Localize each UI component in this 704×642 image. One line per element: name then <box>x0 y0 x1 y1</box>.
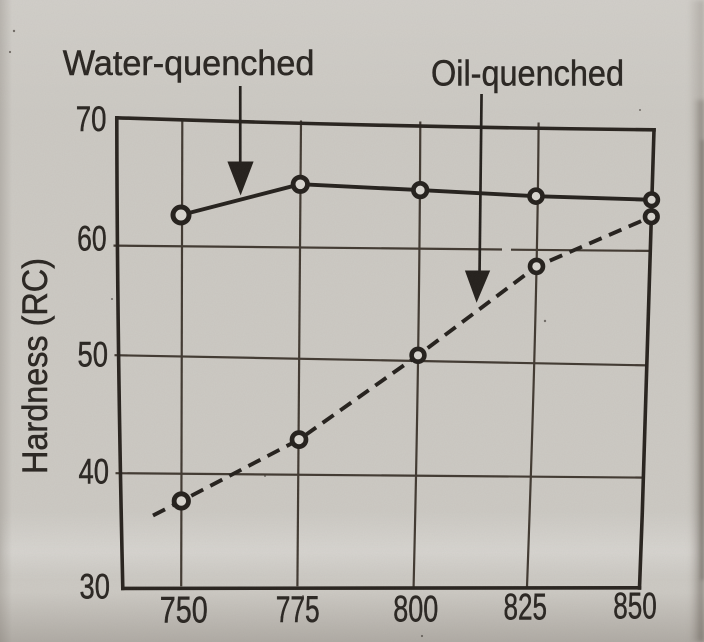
svg-text:30: 30 <box>80 568 110 607</box>
svg-text:50: 50 <box>78 335 109 374</box>
svg-text:Hardness (RC): Hardness (RC) <box>16 258 55 474</box>
svg-text:Oil-quenched: Oil-quenched <box>431 53 624 94</box>
svg-text:750: 750 <box>160 590 208 631</box>
svg-text:775: 775 <box>276 589 320 630</box>
svg-text:850: 850 <box>613 586 657 627</box>
svg-text:70: 70 <box>76 100 107 139</box>
svg-text:Water-quenched: Water-quenched <box>63 43 315 83</box>
svg-text:40: 40 <box>79 452 110 491</box>
svg-text:825: 825 <box>504 587 548 628</box>
svg-text:60: 60 <box>77 220 107 259</box>
svg-text:800: 800 <box>393 589 438 630</box>
